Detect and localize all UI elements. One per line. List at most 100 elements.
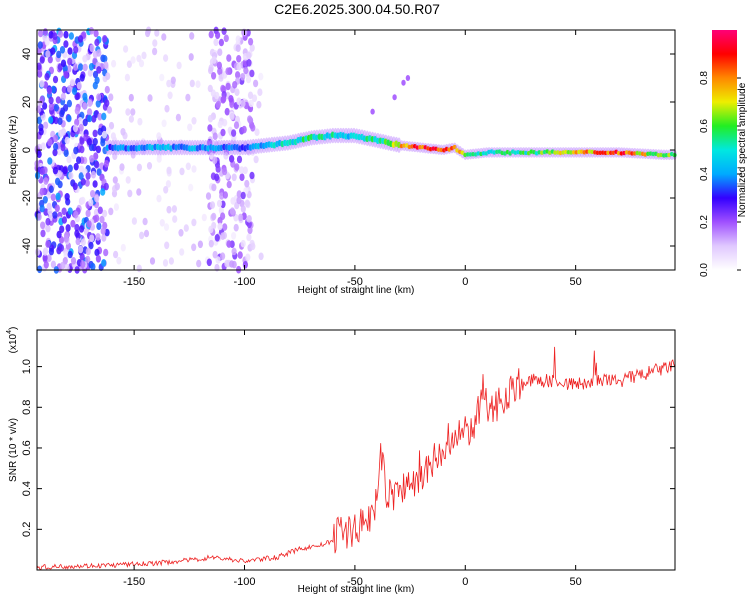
spectrogram-noise-cell [126,60,132,68]
spectrogram-noise-cell [103,61,109,69]
spectrogram-noise-cell [191,218,197,227]
x-tick-label: -100 [233,576,255,588]
spectrogram-noise-cell [113,250,119,259]
spectrogram-noise-cell [43,177,49,185]
spectrogram-noise-cell [56,170,63,178]
spectrogram-noise-cell [222,191,228,199]
spectrogram-noise-cell [246,215,252,223]
spectrogram-noise-cell [113,203,119,211]
spectrogram-noise-cell [63,251,69,259]
spectrogram-noise-cell [222,223,228,231]
spectrogram-noise-cell [240,99,246,108]
spectrogram-noise-cell [66,65,72,73]
spectrogram-noise-cell [240,239,246,248]
spectrogram-noise-cell [246,51,252,60]
spectrogram-noise-cell [111,59,117,68]
spectrogram-noise-cell [96,168,102,176]
spectrogram-noise-cell [50,85,57,94]
colorbar-tick-label: 0.8 [699,71,710,85]
spectrogram-marks [34,26,677,274]
spectrogram-noise-cell [156,132,162,140]
x-tick-label: 0 [462,576,468,588]
spectrogram-noise-cell [178,229,184,237]
spectrogram-noise-cell [95,233,101,241]
spectrogram-noise-cell [88,241,94,250]
spectrogram-y-ticks: -40 -20 0 20 40 [21,48,675,254]
spectrogram-noise-cell [36,213,42,221]
spectrogram-noise-cell [217,67,223,76]
spectrogram-noise-cell [85,172,91,180]
y-tick-label: 0.8 [21,400,33,415]
snr-y-ticks: 0.2 0.4 0.6 0.8 1.0 [21,359,675,537]
spectrogram-noise-cell [172,215,178,223]
spectrogram-noise-cell [108,207,114,216]
spectrogram-noise-cell [120,128,126,136]
spectrogram-noise-cell [45,240,51,248]
spectrogram-noise-cell [191,117,197,125]
x-tick-label: 50 [570,576,582,588]
spectrogram-noise-cell [208,66,214,75]
spectrogram-noise-cell [114,182,120,191]
spectrogram-noise-cell [244,199,250,208]
spectrogram-noise-cell [102,35,108,43]
snr-frame [36,329,676,571]
spectrogram-noise-cell [236,97,242,106]
spectrogram-noise-cell [209,201,216,209]
y-tick-label: 0.6 [21,440,33,455]
spectrogram-noise-cell [65,224,71,232]
spectrogram-noise-cell [143,229,150,238]
spectrogram-noise-cell [92,137,98,146]
spectrogram-noise-cell [245,253,251,262]
spectrogram-noise-cell [62,166,68,175]
spectrogram-noise-cell [236,155,243,164]
spectrogram-noise-cell [71,87,78,95]
spectrogram-noise-cell [48,116,54,124]
spectrogram-noise-cell [105,72,111,80]
spectrogram-noise-cell [170,76,176,85]
spectrogram-noise-cell [61,85,67,94]
spectrogram-noise-cell [78,172,84,180]
spectrogram-noise-cell [39,56,45,64]
spectrogram-noise-cell [240,73,246,81]
spectrogram-noise-cell [43,208,49,216]
spectrogram-noise-cell [73,210,79,219]
spectrogram-noise-cell [138,59,145,68]
spectrogram-noise-cell [61,207,67,216]
spectrogram-noise-cell [236,62,242,71]
spectrogram-noise-cell [179,248,185,256]
spectrogram-noise-cell [44,72,50,81]
spectrogram-noise-cell [239,173,245,181]
spectrogram-noise-cell [116,256,122,265]
spectrogram-noise-cell [236,196,242,205]
spectrogram-noise-cell [55,96,61,104]
spectrogram-noise-cell [55,192,61,201]
snr-panel: -150 -100 -50 0 50 0.2 0.4 0.6 0.8 1.0 Height of… [6,327,676,595]
spectrogram-noise-cell [37,265,43,274]
spectrogram-noise-cell [235,35,241,43]
spectrogram-noise-cell [215,100,221,109]
spectrogram-noise-cell [176,61,182,70]
spectrogram-noise-cell [214,173,220,182]
spectrogram-noise-cell [229,112,235,121]
spectrogram-noise-cell [100,188,106,196]
spectrogram-noise-cell [239,166,245,174]
spectrogram-noise-cell [211,56,217,64]
spectrogram-noise-cell [187,123,193,132]
spectrogram-noise-cell [130,56,136,64]
spectrogram-noise-cell [60,92,66,101]
spectrogram-noise-cell [43,121,49,130]
spectrogram-noise-cell [88,63,95,71]
colorbar-tick-label: 0.6 [699,119,710,133]
spectrogram-noise-cell [53,134,59,143]
spectrogram-noise-cell [74,118,80,127]
spectrogram-noise-cell [125,176,131,184]
spectrogram-noise-cell [66,99,72,108]
spectrogram-noise-cell [86,138,92,146]
spectrogram-noise-cell [240,191,246,200]
spectrogram-noise-cell [87,99,93,108]
spectrogram-noise-cell [63,40,69,48]
spectrogram-noise-cell [90,190,96,198]
spectrogram-noise-cell [253,79,259,88]
colorbar: 0.0 0.2 0.4 0.6 0.8 Normalized spectral ampl… [699,30,748,277]
spectrogram-noise-cell [88,198,94,207]
